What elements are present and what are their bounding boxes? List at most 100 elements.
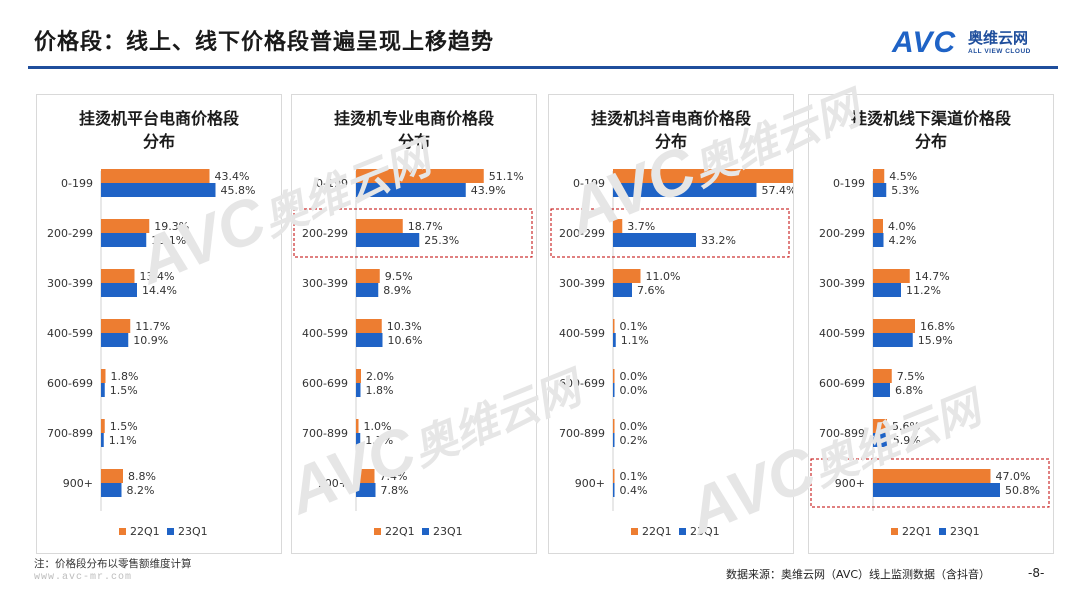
data-label: 1.1% xyxy=(621,334,649,347)
bar-22q1 xyxy=(873,269,910,283)
legend-swatch xyxy=(422,528,429,535)
data-label: 1.1% xyxy=(109,434,137,447)
bar-22q1 xyxy=(101,169,210,183)
bar-22q1 xyxy=(101,219,150,233)
bar-22q1 xyxy=(613,369,615,383)
legend-label: 22Q1 xyxy=(642,525,672,538)
data-label: 7.5% xyxy=(897,370,925,383)
data-label: 7.8% xyxy=(381,484,409,497)
category-label: 400-599 xyxy=(47,327,93,340)
category-label: 0-199 xyxy=(316,177,348,190)
data-label: 7.4% xyxy=(380,470,408,483)
data-label: 1.5% xyxy=(110,384,138,397)
bar-22q1 xyxy=(101,419,105,433)
bar-22q1 xyxy=(101,369,106,383)
chart-title-line2: 分布 xyxy=(654,132,687,151)
bar-22q1 xyxy=(613,469,615,483)
category-label: 200-299 xyxy=(819,227,865,240)
category-label: 900+ xyxy=(63,477,93,490)
data-label: 11.7% xyxy=(135,320,170,333)
site-url: www.avc-mr.com xyxy=(34,572,133,583)
bar-23q1 xyxy=(356,183,466,197)
data-label: 5.9% xyxy=(893,434,921,447)
data-label: 1.5% xyxy=(110,420,138,433)
chart-title-line1: 挂烫机专业电商价格段 xyxy=(333,109,494,128)
data-label: 14.7% xyxy=(915,270,950,283)
legend-label: 22Q1 xyxy=(385,525,415,538)
legend-label: 23Q1 xyxy=(178,525,208,538)
bar-23q1 xyxy=(101,283,137,297)
data-label: 0.2% xyxy=(620,434,648,447)
legend-swatch xyxy=(891,528,898,535)
bar-23q1 xyxy=(613,383,615,397)
category-label: 700-899 xyxy=(819,427,865,440)
data-label: 10.9% xyxy=(133,334,168,347)
bar-23q1 xyxy=(613,183,757,197)
category-label: 0-199 xyxy=(573,177,605,190)
bar-23q1 xyxy=(356,483,376,497)
data-label: 5.3% xyxy=(891,184,919,197)
bar-23q1 xyxy=(873,283,901,297)
legend-swatch xyxy=(119,528,126,535)
legend-label: 23Q1 xyxy=(433,525,463,538)
data-label: 50.8% xyxy=(1005,484,1040,497)
data-label: 13.4% xyxy=(140,270,175,283)
chart-title-line1: 挂烫机线下渠道价格段 xyxy=(850,109,1011,128)
category-label: 300-399 xyxy=(302,277,348,290)
bar-23q1 xyxy=(873,333,913,347)
category-label: 900+ xyxy=(318,477,348,490)
bar-22q1 xyxy=(101,269,135,283)
data-label: 19.3% xyxy=(154,220,189,233)
avc-logo: AVC 奥维云网 ALL VIEW CLOUD xyxy=(888,24,1058,64)
bar-22q1 xyxy=(356,319,382,333)
bar-22q1 xyxy=(356,269,380,283)
data-label: 10.6% xyxy=(388,334,423,347)
data-label: 3.7% xyxy=(627,220,655,233)
bar-23q1 xyxy=(101,483,122,497)
data-label: 47.0% xyxy=(996,470,1031,483)
legend-swatch xyxy=(631,528,638,535)
data-label: 1.7% xyxy=(365,434,393,447)
data-label: 8.8% xyxy=(128,470,156,483)
chart-title: 挂烫机线下渠道价格段 分布 xyxy=(809,107,1053,153)
category-label: 400-599 xyxy=(819,327,865,340)
bar-22q1 xyxy=(873,469,991,483)
page-title: 价格段：线上、线下价格段普遍呈现上移趋势 xyxy=(34,30,495,55)
legend-label: 23Q1 xyxy=(950,525,980,538)
data-label: 1.0% xyxy=(364,420,392,433)
bar-22q1 xyxy=(101,469,123,483)
bar-23q1 xyxy=(356,233,420,247)
bar-22q1 xyxy=(873,369,892,383)
data-label: 10.3% xyxy=(387,320,422,333)
category-label: 700-899 xyxy=(47,427,93,440)
title-divider xyxy=(28,66,1058,69)
data-label: 14.4% xyxy=(142,284,177,297)
chart-panel-douyin-ecommerce: 挂烫机抖音电商价格段 分布 0-19985.1%57.4%200-2993.7%… xyxy=(548,94,794,554)
logo-avc-text: AVC xyxy=(892,26,957,59)
bar-23q1 xyxy=(873,233,884,247)
category-label: 400-599 xyxy=(559,327,605,340)
chart-title-line2: 分布 xyxy=(914,132,947,151)
bar-22q1 xyxy=(101,319,131,333)
bar-23q1 xyxy=(356,433,361,447)
data-label: 43.9% xyxy=(471,184,506,197)
category-label: 600-699 xyxy=(559,377,605,390)
category-label: 700-899 xyxy=(559,427,605,440)
category-label: 300-399 xyxy=(47,277,93,290)
category-label: 600-699 xyxy=(302,377,348,390)
bar-23q1 xyxy=(101,183,216,197)
chart-title: 挂烫机平台电商价格段 分布 xyxy=(37,107,281,153)
chart-title: 挂烫机专业电商价格段 分布 xyxy=(292,107,536,153)
bar-22q1 xyxy=(356,219,403,233)
data-label: 18.7% xyxy=(408,220,443,233)
data-label: 43.4% xyxy=(215,170,250,183)
bar-23q1 xyxy=(873,183,887,197)
category-label: 0-199 xyxy=(833,177,865,190)
footnote: 注：价格段分布以零售额维度计算 xyxy=(34,558,192,570)
data-label: 4.5% xyxy=(889,170,917,183)
bar-22q1 xyxy=(613,219,623,233)
bar-22q1 xyxy=(613,269,641,283)
chart-title-line1: 挂烫机平台电商价格段 xyxy=(78,109,239,128)
data-label: 0.1% xyxy=(620,320,648,333)
category-label: 600-699 xyxy=(819,377,865,390)
